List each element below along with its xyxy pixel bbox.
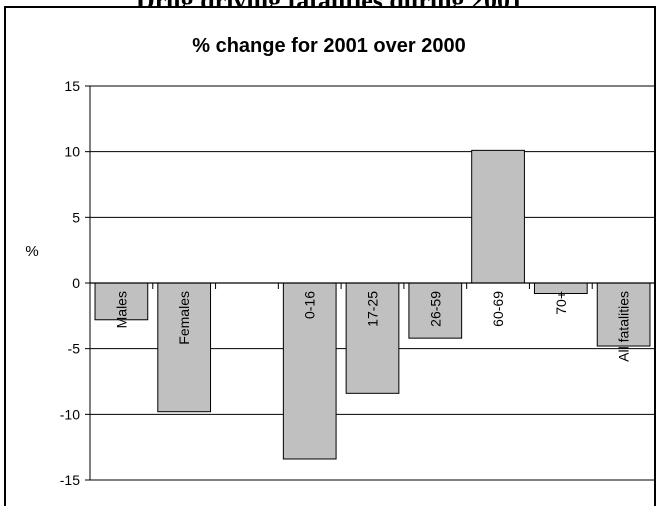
category-label: 26-59 [427,291,443,327]
y-tick-label: 5 [72,209,80,225]
bar [345,282,400,394]
bar [596,282,651,347]
y-tick-label: 10 [64,144,80,160]
category-label: 17-25 [365,291,381,327]
chart-title: % change for 2001 over 2000 [192,35,465,57]
category-label: 70+ [553,291,569,315]
y-tick-label: -5 [68,341,81,357]
y-tick-label: -10 [60,406,80,422]
bar [471,149,525,284]
category-label: 0-16 [302,291,318,319]
bar [157,282,212,413]
category-label: 60-69 [490,291,506,327]
y-tick-labels: 15 10 5 0 -5 -10 -15 [60,78,80,488]
y-tick-label: -15 [60,472,80,488]
y-tick-label: 0 [72,275,80,291]
axes [85,85,656,481]
category-label: All fatalities [616,291,632,362]
category-label: Females [176,291,192,345]
y-axis-label: % [25,243,38,260]
bar [408,282,463,339]
bars [94,149,651,460]
y-tick-label: 15 [64,78,80,94]
category-labels: Males Females 0-16 17-25 26-59 60-69 70+ All fa… [113,291,631,362]
category-label: Males [113,291,129,328]
bar [94,282,149,321]
bar [282,282,337,460]
